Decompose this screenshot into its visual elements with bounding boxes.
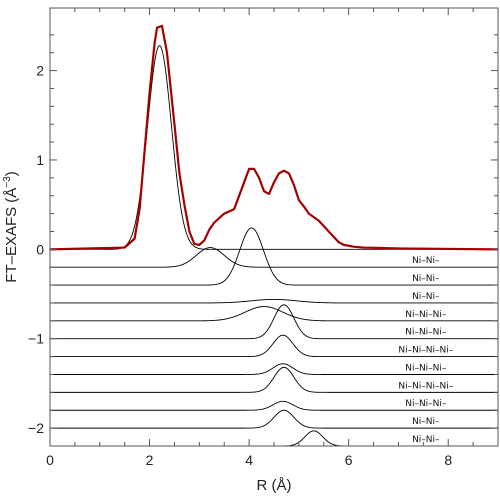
component-label-11: Ni–Ni– (412, 435, 440, 445)
y-axis-title-main: FT–EXAFS (Å (3, 188, 20, 283)
y-axis-title-close: ) (3, 171, 20, 176)
component-curve-7 (50, 363, 498, 375)
x-tick-label: 8 (444, 452, 452, 468)
component-curve-1 (50, 247, 498, 268)
x-axis-title: R (Å) (257, 477, 292, 494)
total-curve-layer (50, 24, 498, 251)
component-label-5: Ni–Ni–Ni– (405, 328, 447, 338)
component-curve-2 (50, 227, 498, 286)
component-label-6: Ni–Ni–Ni–Ni– (398, 346, 453, 356)
component-label-8: Ni–Ni–Ni–Ni– (398, 381, 453, 391)
component-labels: Ni–Ni–Ni–Ni–Ni–Ni–Ni–Ni–Ni–Ni–Ni–Ni–Ni–N… (398, 256, 453, 445)
y-tick-label: −1 (28, 331, 44, 347)
x-tick-label: 6 (345, 452, 353, 468)
plot-frame (49, 7, 499, 447)
component-label-7: Ni–Ni–Ni– (405, 363, 447, 373)
y-tick-label: 2 (36, 63, 44, 79)
y-tick-label: 0 (36, 241, 44, 257)
component-curve-10 (50, 409, 498, 429)
component-curve-6 (50, 334, 498, 358)
component-curve-0 (50, 44, 498, 250)
component-label-3: Ni–Ni– (412, 292, 440, 302)
x-tick-label: 2 (146, 452, 154, 468)
component-label-10: Ni–Ni– (412, 417, 440, 427)
component-label-1: Ni–Ni– (412, 256, 440, 266)
component-label-9: Ni–Ni–Ni– (405, 399, 447, 409)
y-tick-label: −2 (28, 420, 44, 436)
component-curve-3 (50, 298, 498, 304)
component-curve-5 (50, 304, 498, 340)
x-tick-label: 4 (245, 452, 253, 468)
component-curve-4 (50, 306, 498, 322)
axis-ticks: 0 2 4 6 8 −2 −1 0 1 2 (28, 8, 499, 468)
x-tick-label: 0 (46, 452, 54, 468)
y-axis-title-superscript: −3 (2, 176, 13, 188)
component-label-4: Ni–Ni–Ni– (405, 310, 447, 320)
y-tick-label: 1 (36, 152, 44, 168)
y-axis-title: FT–EXAFS (Å−3) (2, 171, 20, 282)
component-curves (50, 44, 498, 446)
total-curve (50, 24, 498, 251)
component-label-2: Ni–Ni– (412, 274, 440, 284)
component-curve-8 (50, 366, 498, 393)
component-curve-9 (50, 400, 498, 411)
